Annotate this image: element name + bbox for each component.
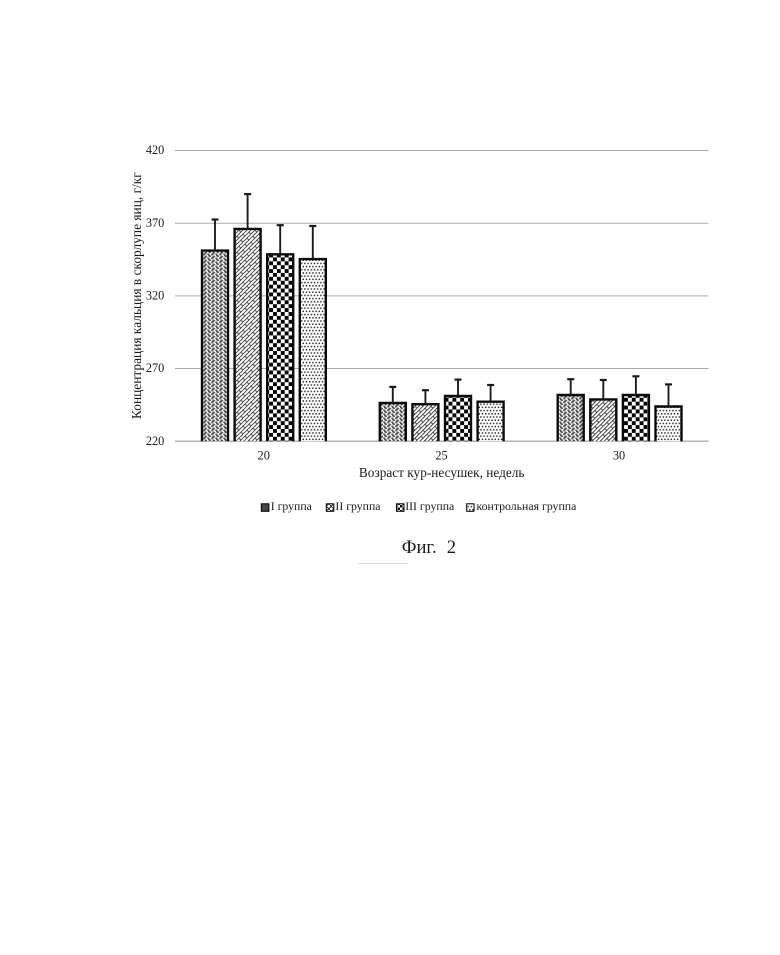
svg-text:30: 30 xyxy=(613,449,625,463)
svg-text:2: 2 xyxy=(447,537,456,558)
svg-text:Фиг.: Фиг. xyxy=(402,537,437,558)
svg-text:контрольная группа: контрольная группа xyxy=(477,499,578,513)
svg-text:Возраст кур-несушек, недель: Возраст кур-несушек, недель xyxy=(359,465,525,480)
svg-text:270: 270 xyxy=(146,361,164,375)
svg-text:420: 420 xyxy=(146,143,164,157)
svg-text:320: 320 xyxy=(146,289,164,303)
svg-text:20: 20 xyxy=(258,449,270,463)
svg-text:III группа: III группа xyxy=(405,499,455,513)
svg-text:II группа: II группа xyxy=(335,499,381,513)
svg-text:25: 25 xyxy=(435,449,447,463)
svg-text:I группа: I группа xyxy=(271,499,313,513)
svg-text:220: 220 xyxy=(146,434,164,448)
svg-text:370: 370 xyxy=(146,216,164,230)
svg-text:Концентрация кальция в скорлуп: Концентрация кальция в скорлупе яиц, г/к… xyxy=(129,172,144,419)
